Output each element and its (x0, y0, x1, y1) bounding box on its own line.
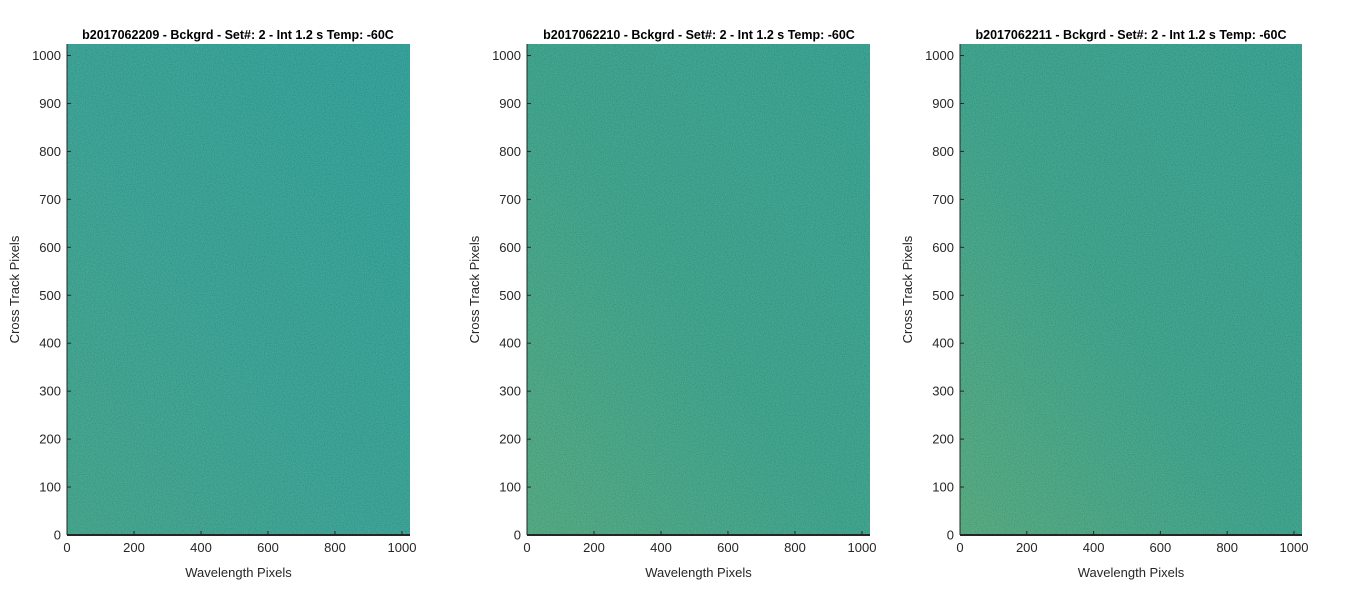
x-tick-label: 600 (717, 540, 739, 555)
y-tick-label: 200 (932, 432, 954, 447)
y-tick-label: 600 (932, 240, 954, 255)
y-tick-label: 400 (499, 336, 521, 351)
x-tick-label: 1000 (1280, 540, 1309, 555)
x-tick-label: 1000 (388, 540, 417, 555)
y-tick-label: 400 (932, 336, 954, 351)
x-tick-label: 600 (257, 540, 279, 555)
y-axis-label: Cross Track Pixels (467, 235, 482, 343)
y-tick-label: 700 (932, 192, 954, 207)
x-tick-label: 800 (324, 540, 346, 555)
chart-title: b2017062210 - Bckgrd - Set#: 2 - Int 1.2… (543, 28, 855, 42)
y-tick-label: 700 (39, 192, 61, 207)
x-tick-label: 800 (1216, 540, 1238, 555)
x-tick-label: 600 (1150, 540, 1172, 555)
y-tick-label: 800 (39, 144, 61, 159)
y-tick-label: 100 (499, 480, 521, 495)
y-axis-label: Cross Track Pixels (7, 235, 22, 343)
y-tick-label: 600 (39, 240, 61, 255)
x-tick-label: 400 (650, 540, 672, 555)
y-tick-label: 1000 (492, 48, 521, 63)
x-tick-label: 400 (190, 540, 212, 555)
x-tick-label: 200 (123, 540, 145, 555)
y-tick-label: 500 (499, 288, 521, 303)
heatmap-panel-1: 0 200 400 600 800 1000 0 100 200 300 400 500 600 700 8… (7, 28, 416, 580)
heatmap-panel-2: 0 200 400 600 800 1000 0 100 200 300 400 500 600 700 8… (467, 28, 876, 580)
y-tick-label: 900 (39, 96, 61, 111)
y-tick-label: 900 (932, 96, 954, 111)
x-tick-label: 0 (63, 540, 70, 555)
x-axis-label: Wavelength Pixels (645, 565, 752, 580)
y-tick-label: 500 (932, 288, 954, 303)
x-tick-label: 800 (784, 540, 806, 555)
chart-title: b2017062211 - Bckgrd - Set#: 2 - Int 1.2… (975, 28, 1286, 42)
y-tick-label: 0 (947, 528, 954, 543)
y-tick-label: 900 (499, 96, 521, 111)
x-tick-label: 1000 (848, 540, 877, 555)
y-tick-label: 0 (514, 528, 521, 543)
y-tick-label: 200 (499, 432, 521, 447)
y-tick-label: 1000 (32, 48, 61, 63)
y-tick-label: 0 (54, 528, 61, 543)
x-axis-label: Wavelength Pixels (185, 565, 292, 580)
y-tick-label: 100 (39, 480, 61, 495)
y-tick-label: 500 (39, 288, 61, 303)
heatmap-noise-texture (67, 44, 410, 535)
x-tick-label: 200 (583, 540, 605, 555)
y-tick-label: 300 (932, 384, 954, 399)
x-tick-label: 400 (1083, 540, 1105, 555)
heatmap-noise-texture (527, 44, 870, 535)
x-tick-label: 0 (956, 540, 963, 555)
y-tick-label: 100 (932, 480, 954, 495)
heatmap-noise-texture (960, 44, 1302, 535)
y-tick-label: 200 (39, 432, 61, 447)
y-tick-label: 300 (39, 384, 61, 399)
x-tick-label: 200 (1016, 540, 1038, 555)
x-axis-label: Wavelength Pixels (1078, 565, 1185, 580)
x-tick-label: 0 (523, 540, 530, 555)
y-tick-label: 800 (499, 144, 521, 159)
heatmap-panel-3: 0 200 400 600 800 1000 0 100 200 300 400 500 600 700 8… (900, 28, 1308, 580)
chart-title: b2017062209 - Bckgrd - Set#: 2 - Int 1.2… (82, 28, 394, 42)
y-tick-label: 400 (39, 336, 61, 351)
y-axis-label: Cross Track Pixels (900, 235, 915, 343)
y-tick-label: 1000 (925, 48, 954, 63)
y-tick-label: 700 (499, 192, 521, 207)
y-tick-label: 800 (932, 144, 954, 159)
y-tick-label: 600 (499, 240, 521, 255)
y-tick-label: 300 (499, 384, 521, 399)
